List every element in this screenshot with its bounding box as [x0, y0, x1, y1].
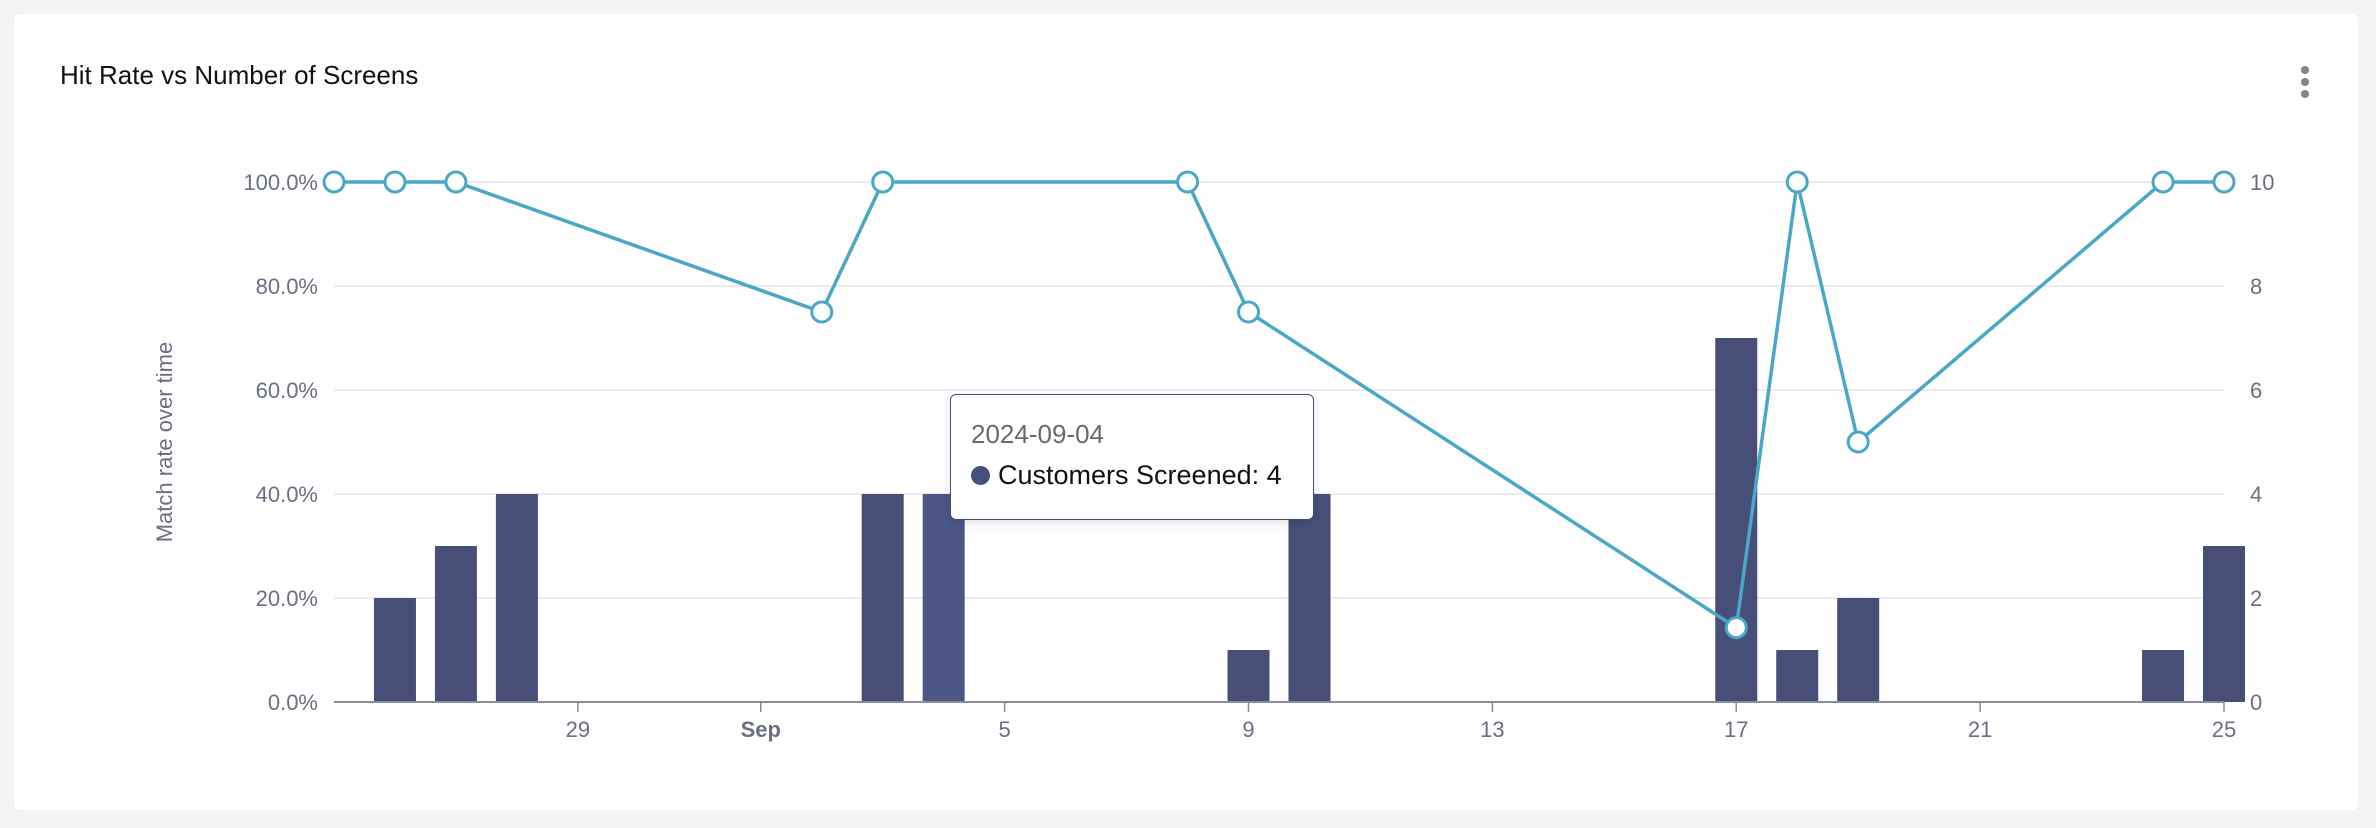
y-tick-label-left: 80.0%: [256, 274, 318, 299]
line-point: [1178, 172, 1198, 192]
x-tick-label: 29: [566, 717, 590, 742]
y-tick-label-right: 2: [2250, 586, 2262, 611]
bar: [1837, 598, 1879, 702]
bar: [923, 494, 965, 702]
x-tick-label: 21: [1968, 717, 1992, 742]
bar: [374, 598, 416, 702]
chart-tooltip: 2024-09-04 Customers Screened: 4: [950, 394, 1314, 520]
line-point: [2153, 172, 2173, 192]
tooltip-date: 2024-09-04: [971, 421, 1293, 447]
bar: [496, 494, 538, 702]
line-point: [1848, 432, 1868, 452]
x-tick-label: 9: [1242, 717, 1254, 742]
series-dot-icon: [971, 466, 990, 485]
line-point: [1726, 618, 1746, 638]
tooltip-row: Customers Screened: 4: [971, 461, 1293, 489]
x-tick-label: 5: [999, 717, 1011, 742]
y-tick-label-right: 10: [2250, 170, 2274, 195]
y-tick-label-left: 20.0%: [256, 586, 318, 611]
y-tick-label-right: 6: [2250, 378, 2262, 403]
y-tick-label-left: 40.0%: [256, 482, 318, 507]
line-point: [1239, 302, 1259, 322]
line-point: [446, 172, 466, 192]
bar: [2203, 546, 2245, 702]
y-tick-label-right: 4: [2250, 482, 2262, 507]
y-tick-label-right: 8: [2250, 274, 2262, 299]
x-tick-label: 17: [1724, 717, 1748, 742]
bar: [2142, 650, 2184, 702]
y-tick-label-right: 0: [2250, 690, 2262, 715]
bar: [1776, 650, 1818, 702]
line-point: [324, 172, 344, 192]
x-tick-label: 13: [1480, 717, 1504, 742]
x-tick-label: 25: [2212, 717, 2236, 742]
y-axis-title: Match rate over time: [152, 342, 177, 543]
bar: [862, 494, 904, 702]
line-point: [873, 172, 893, 192]
y-tick-label-left: 60.0%: [256, 378, 318, 403]
line-point: [1787, 172, 1807, 192]
bar: [1288, 494, 1330, 702]
line-point: [2214, 172, 2234, 192]
line-point: [812, 302, 832, 322]
x-tick-label: Sep: [741, 717, 781, 742]
bar: [1228, 650, 1270, 702]
tooltip-label: Customers Screened: 4: [998, 460, 1282, 490]
line-point: [385, 172, 405, 192]
bar: [435, 546, 477, 702]
y-tick-label-left: 100.0%: [243, 170, 318, 195]
y-tick-label-left: 0.0%: [268, 690, 318, 715]
